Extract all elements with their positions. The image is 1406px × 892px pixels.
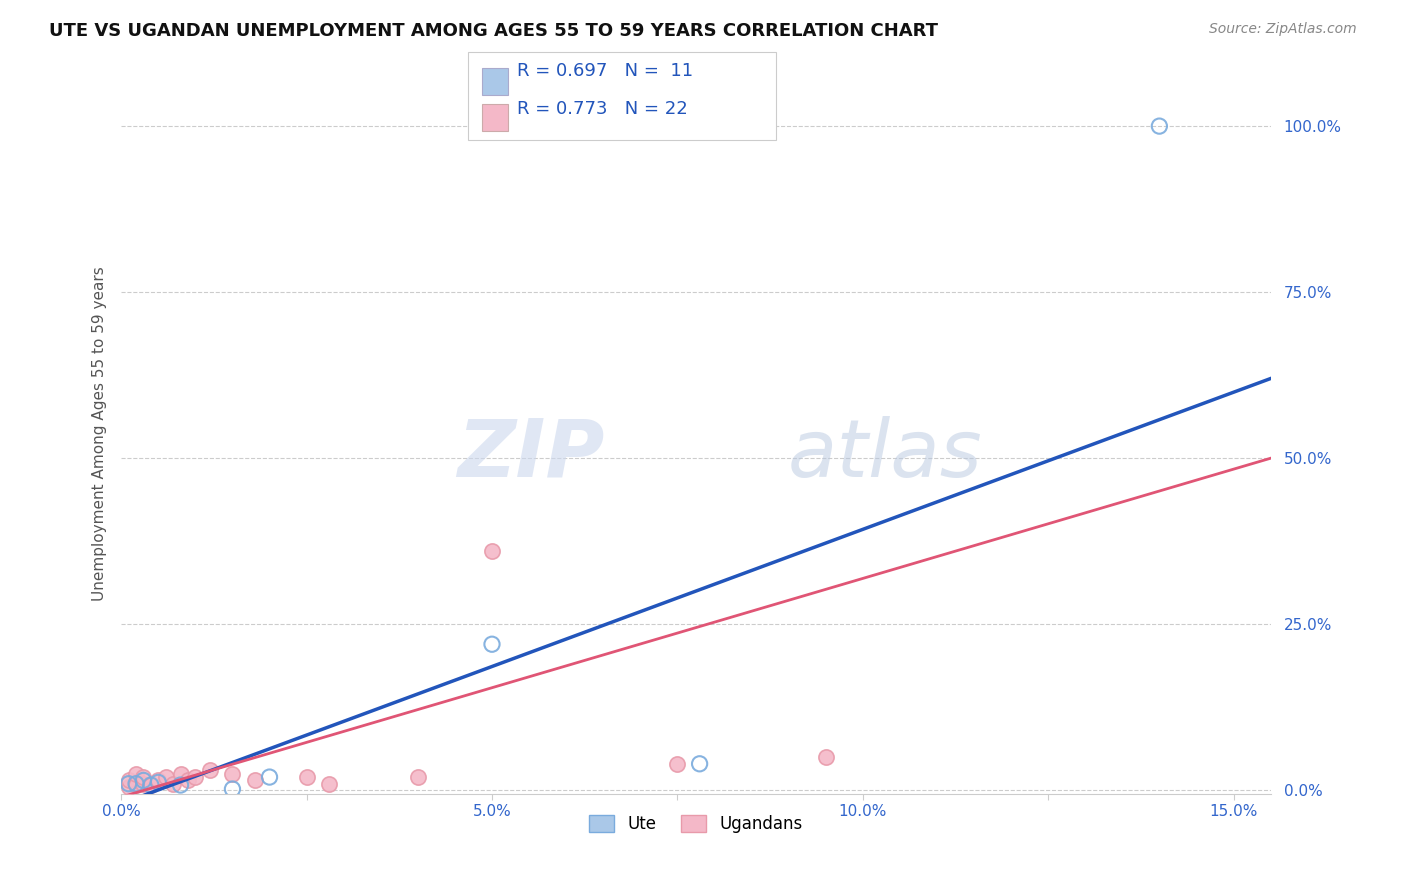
Legend: Ute, Ugandans: Ute, Ugandans [582,808,810,839]
Point [814,750,837,764]
Point [318,777,340,791]
Point [689,756,711,771]
Text: R = 0.697   N =  11: R = 0.697 N = 11 [517,62,693,80]
Point [406,770,429,784]
Point [139,778,162,792]
Point [162,777,184,791]
Text: ZIP: ZIP [457,416,605,494]
Point [155,770,177,784]
Point [481,544,503,558]
Point [117,780,139,794]
Point [125,766,148,780]
Point [259,770,281,784]
Text: Source: ZipAtlas.com: Source: ZipAtlas.com [1209,22,1357,37]
Point [666,756,689,771]
Point [139,778,162,792]
Point [148,775,170,789]
Point [132,773,155,788]
Point [481,637,503,651]
Point [125,778,148,792]
Point [221,782,243,797]
Point [295,770,318,784]
Point [169,766,191,780]
Text: UTE VS UGANDAN UNEMPLOYMENT AMONG AGES 55 TO 59 YEARS CORRELATION CHART: UTE VS UGANDAN UNEMPLOYMENT AMONG AGES 5… [49,22,938,40]
Y-axis label: Unemployment Among Ages 55 to 59 years: Unemployment Among Ages 55 to 59 years [93,266,107,600]
Point [177,773,200,788]
Point [243,773,266,788]
Point [125,777,148,791]
Point [221,766,243,780]
Point [132,777,155,791]
Point [1149,119,1171,133]
Text: R = 0.773   N = 22: R = 0.773 N = 22 [517,100,688,118]
Point [184,770,207,784]
Point [132,770,155,784]
Text: atlas: atlas [787,416,983,494]
Point [148,773,170,788]
Point [200,764,222,778]
Point [169,778,191,792]
Point [117,773,139,788]
Point [117,777,139,791]
